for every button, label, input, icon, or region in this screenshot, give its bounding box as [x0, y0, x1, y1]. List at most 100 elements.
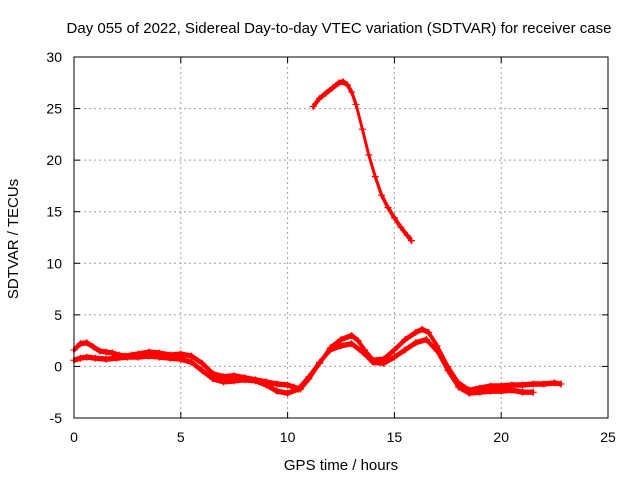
data-point	[487, 387, 495, 395]
data-point	[412, 328, 420, 336]
data-point	[230, 377, 238, 385]
data-point	[519, 381, 527, 389]
data-point	[322, 89, 330, 97]
data-point	[384, 204, 392, 212]
data-point	[102, 355, 110, 363]
data-point	[365, 151, 373, 159]
data-point	[273, 387, 281, 395]
y-tick-labels: -5 0 5 10 15 20 25 30	[46, 49, 62, 426]
data-point	[418, 325, 426, 333]
data-point	[378, 191, 386, 199]
data-point	[390, 353, 398, 361]
data-point	[328, 84, 336, 92]
data-point	[284, 389, 292, 397]
data-point	[401, 346, 409, 354]
data-point	[123, 353, 131, 361]
data-point	[198, 359, 206, 367]
data-point	[497, 387, 505, 395]
data-point	[540, 380, 548, 388]
data-point	[444, 367, 452, 375]
data-point	[465, 389, 473, 397]
data-point	[113, 354, 121, 362]
data-point	[252, 377, 260, 385]
data-point	[390, 214, 398, 222]
data-point	[326, 346, 334, 354]
data-point	[96, 347, 104, 355]
data-point	[76, 340, 84, 348]
data-point	[91, 354, 99, 362]
x-tick-label: 25	[600, 429, 616, 445]
data-point	[262, 381, 270, 389]
series-line-track-c	[312, 82, 413, 244]
data-point	[337, 342, 345, 350]
data-point	[209, 375, 217, 383]
data-point	[316, 358, 324, 366]
data-point	[83, 353, 91, 361]
series-line-track-a	[73, 329, 562, 392]
grid-lines	[74, 57, 608, 418]
series-track-b	[70, 336, 537, 397]
x-tick-label: 10	[280, 429, 296, 445]
data-point	[155, 353, 163, 361]
data-point	[343, 81, 351, 89]
series-line-track-c	[312, 80, 413, 241]
x-tick-label: 5	[177, 429, 185, 445]
plot-frame	[73, 56, 609, 419]
series-track-c	[309, 78, 415, 245]
data-point	[220, 378, 228, 386]
y-tick-label: 20	[46, 152, 62, 168]
data-point	[316, 94, 324, 102]
data-point	[407, 237, 415, 245]
data-point	[187, 358, 195, 366]
data-point	[380, 359, 388, 367]
data-point	[403, 231, 411, 239]
x-tick-label: 0	[70, 429, 78, 445]
data-point	[294, 385, 302, 393]
data-point	[309, 103, 317, 111]
data-point	[348, 331, 356, 339]
data-point	[134, 353, 142, 361]
data-point	[358, 348, 366, 356]
data-point	[337, 336, 345, 344]
data-point	[412, 339, 420, 347]
data-point	[352, 100, 360, 108]
y-tick-label: 30	[46, 49, 62, 65]
data-point	[397, 223, 405, 231]
data-point	[519, 388, 527, 396]
y-tick-label: 25	[46, 101, 62, 117]
data-point	[166, 354, 174, 362]
series-line-track-a	[72, 329, 563, 393]
data-point	[305, 373, 313, 381]
data-point	[390, 346, 398, 354]
data-point	[348, 88, 356, 96]
data-point	[454, 383, 462, 391]
data-point	[241, 376, 249, 384]
data-point	[425, 328, 433, 336]
x-axis-label: GPS time / hours	[284, 457, 398, 474]
y-tick-label: 15	[46, 204, 62, 220]
data-point	[476, 388, 484, 396]
data-point	[348, 340, 356, 348]
data-point	[354, 337, 362, 345]
y-axis-label: SDTVAR / TECUs	[5, 179, 22, 299]
series-line-track-a	[72, 328, 563, 392]
data-point	[83, 339, 91, 347]
x-tick-labels: 0 5 10 15 20 25	[70, 429, 616, 445]
data-point	[529, 388, 537, 396]
data-point	[273, 380, 281, 388]
data-point	[108, 349, 116, 357]
data-point	[371, 173, 379, 181]
data-point	[557, 380, 565, 388]
data-point	[422, 336, 430, 344]
data-point	[284, 381, 292, 389]
y-tick-label: -5	[50, 410, 63, 426]
series-track-a	[70, 325, 565, 394]
y-tick-label: 5	[54, 307, 62, 323]
series-line-track-c	[312, 80, 413, 242]
data-point	[369, 358, 377, 366]
data-point	[335, 79, 343, 87]
y-tick-label: 0	[54, 358, 62, 374]
series-line-track-c	[312, 79, 413, 241]
data-point	[339, 78, 347, 86]
